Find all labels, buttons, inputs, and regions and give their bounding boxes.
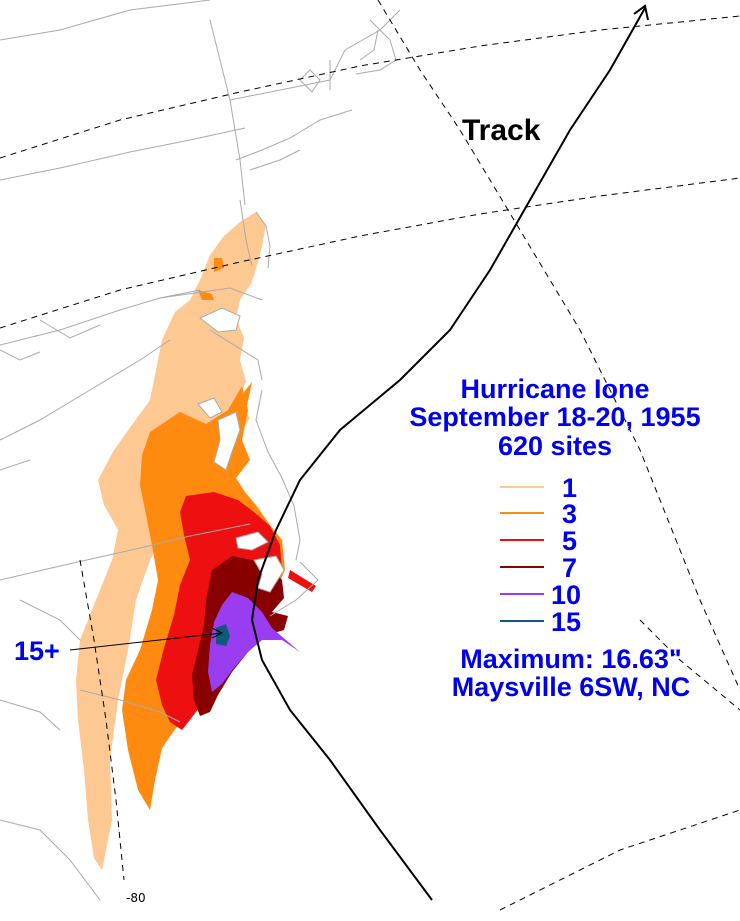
max-callout-label: 15+ [14, 636, 60, 666]
rain-zone-10in [208, 592, 300, 692]
map-sites: 620 sites [498, 431, 612, 461]
sounds-water [197, 307, 285, 593]
legend: 1 3 5 7 10 15 [500, 473, 581, 637]
legend-label-3: 3 [562, 499, 577, 529]
legend-label-1: 1 [562, 473, 577, 503]
legend-label-15: 15 [551, 607, 581, 637]
track-label: Track [462, 114, 541, 147]
state-boundaries [0, 0, 401, 901]
longitude-label: -80 [126, 891, 146, 905]
max-callout: 15+ [14, 627, 224, 666]
rain-zone-15in [216, 624, 230, 646]
legend-label-10: 10 [551, 580, 581, 610]
track-arrowhead [633, 4, 649, 21]
legend-label-5: 5 [562, 526, 577, 556]
maximum-value: Maximum: 16.63" [460, 644, 681, 674]
legend-label-7: 7 [562, 553, 577, 583]
map-title: Hurricane Ione [460, 374, 649, 404]
maximum-location: Maysville 6SW, NC [452, 672, 691, 702]
hurricane-track [250, 4, 649, 901]
rain-zone-1in [76, 212, 266, 870]
map-dates: September 18-20, 1955 [409, 402, 700, 432]
